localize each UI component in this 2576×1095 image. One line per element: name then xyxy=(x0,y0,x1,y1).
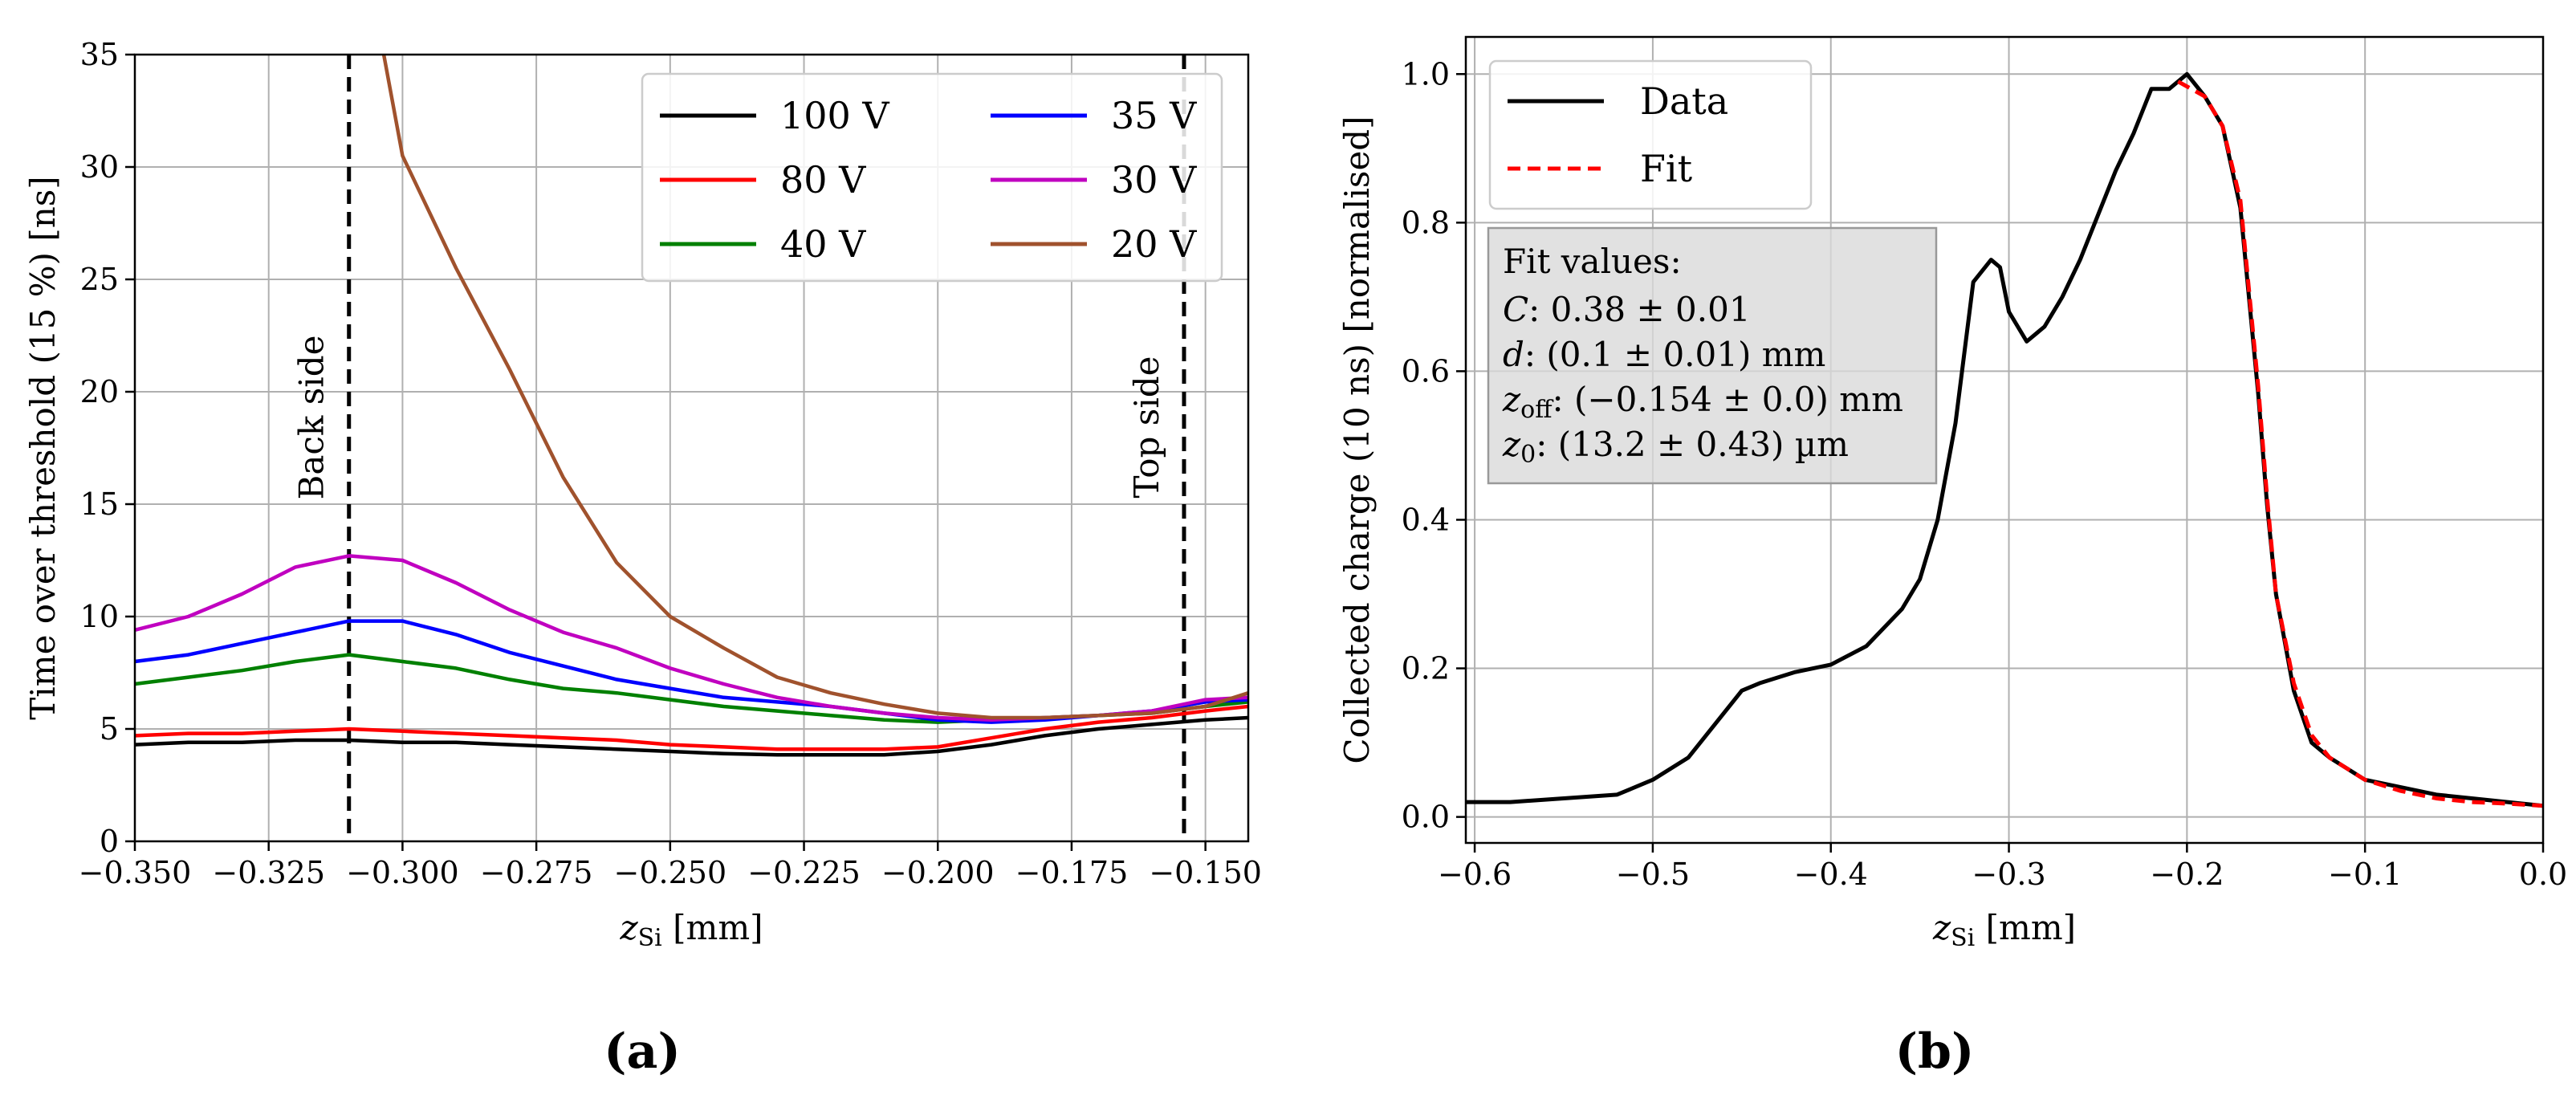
x-tick-label: −0.175 xyxy=(1015,855,1129,890)
series-line-20-v xyxy=(381,54,1249,720)
y-tick-label: 35 xyxy=(80,37,119,72)
y-tick-label: 0.0 xyxy=(1402,800,1450,835)
panel-b-x-ticks: −0.6 −0.5 −0.4 −0.3 −0.2 −0.1 0.0 xyxy=(1438,843,2567,892)
series-line-fit xyxy=(2177,79,2544,808)
panel-a-y-axis-label: Time over threshold (15 %) [ns] xyxy=(23,176,63,719)
x-tick-label: −0.225 xyxy=(747,855,861,890)
x-tick-label: −0.5 xyxy=(1616,857,1690,892)
y-tick-label: 0.8 xyxy=(1402,205,1450,240)
panel-b: −0.6 −0.5 −0.4 −0.3 −0.2 −0.1 0.0 0.0 0.2 0.4 0.6… xyxy=(1337,35,2567,1080)
legend-label-fit: Fit xyxy=(1640,147,1693,190)
legend-label-40-v: 40 V xyxy=(780,222,866,266)
x-tick-label: −0.275 xyxy=(480,855,593,890)
panel-b-label: (b) xyxy=(1895,1024,1975,1080)
panel-b-y-ticks: 0.0 0.2 0.4 0.6 0.8 1.0 xyxy=(1402,56,1466,835)
legend-label-30-v: 30 V xyxy=(1111,158,1197,201)
panel-a-x-ticks: −0.350 −0.325 −0.300 −0.275 −0.250 −0.225 −0.2… xyxy=(79,841,1262,890)
x-tick-label: −0.250 xyxy=(614,855,727,890)
legend-label-20-v: 20 V xyxy=(1111,222,1197,266)
panel-a-series xyxy=(134,54,1249,757)
y-tick-label: 0 xyxy=(100,824,119,859)
x-tick-label: −0.1 xyxy=(2328,857,2402,892)
series-line-data xyxy=(1466,71,2544,808)
x-tick-label: −0.2 xyxy=(2150,857,2224,892)
panel-b-grid xyxy=(1466,37,2544,843)
y-tick-label: 20 xyxy=(80,374,119,409)
x-tick-label: −0.150 xyxy=(1149,855,1262,890)
y-tick-label: 25 xyxy=(80,262,119,297)
y-tick-label: 5 xyxy=(100,711,119,747)
legend-label-data: Data xyxy=(1640,79,1728,123)
fit-param-C: C: 0.38 ± 0.01 xyxy=(1503,290,1751,329)
top-side-label: Top side xyxy=(1127,356,1166,498)
back-side-label: Back side xyxy=(292,336,332,500)
x-tick-label: 0.0 xyxy=(2519,857,2567,892)
series-line-100-v xyxy=(134,715,1249,757)
panel-b-y-axis-label: Collected charge (10 ns) [normalised] xyxy=(1337,116,1377,763)
y-tick-label: 0.2 xyxy=(1402,651,1450,686)
panel-b-x-axis-label: zSi [mm] xyxy=(1932,908,2076,952)
x-tick-label: −0.325 xyxy=(212,855,325,890)
fit-box-heading: Fit values: xyxy=(1503,242,1682,281)
y-tick-label: 0.6 xyxy=(1402,353,1450,389)
panel-a-plot-frame xyxy=(133,53,1250,843)
x-tick-label: −0.4 xyxy=(1794,857,1868,892)
fit-param-zoff: zoff: (−0.154 ± 0.0) mm xyxy=(1502,380,1903,424)
y-tick-label: 15 xyxy=(80,486,119,522)
panel-a-y-ticks: 0 5 10 15 20 25 30 35 xyxy=(80,37,135,859)
fit-box-background xyxy=(1487,226,1938,485)
panel-a-legend: 100 V 35 V 80 V 30 V 40 V 20 V xyxy=(641,72,1223,283)
series-line-35-v xyxy=(134,619,1249,724)
y-tick-label: 1.0 xyxy=(1402,56,1450,92)
legend-box xyxy=(1488,59,1813,210)
panel-a-label: (a) xyxy=(604,1024,681,1080)
legend-box xyxy=(641,72,1223,283)
x-tick-label: −0.6 xyxy=(1438,857,1512,892)
fit-param-z0: z0: (13.2 ± 0.43) µm xyxy=(1502,425,1849,469)
fit-values-box: Fit values: C: 0.38 ± 0.01 d: (0.1 ± 0.01)… xyxy=(1487,226,1938,485)
legend-label-80-v: 80 V xyxy=(780,158,866,201)
x-tick-label: −0.300 xyxy=(346,855,459,890)
x-tick-label: −0.350 xyxy=(79,855,192,890)
x-tick-label: −0.3 xyxy=(1972,857,2045,892)
series-line-40-v xyxy=(134,653,1249,724)
y-tick-label: 10 xyxy=(80,599,119,634)
panel-a: −0.350 −0.325 −0.300 −0.275 −0.250 −0.225 −0.2… xyxy=(23,37,1262,1080)
panel-b-plot-frame xyxy=(1464,35,2545,845)
y-tick-label: 0.4 xyxy=(1402,502,1450,537)
series-line-80-v xyxy=(134,704,1249,751)
legend-label-35-v: 35 V xyxy=(1111,94,1197,137)
panel-b-legend: Data Fit xyxy=(1488,59,1813,210)
fit-param-d: d: (0.1 ± 0.01) mm xyxy=(1503,335,1825,374)
panel-b-series xyxy=(1466,71,2544,808)
series-line-30-v xyxy=(134,554,1249,723)
x-tick-label: −0.200 xyxy=(881,855,995,890)
legend-label-100-v: 100 V xyxy=(780,94,889,137)
y-tick-label: 30 xyxy=(80,149,119,185)
panel-a-x-axis-label: zSi [mm] xyxy=(619,908,763,952)
